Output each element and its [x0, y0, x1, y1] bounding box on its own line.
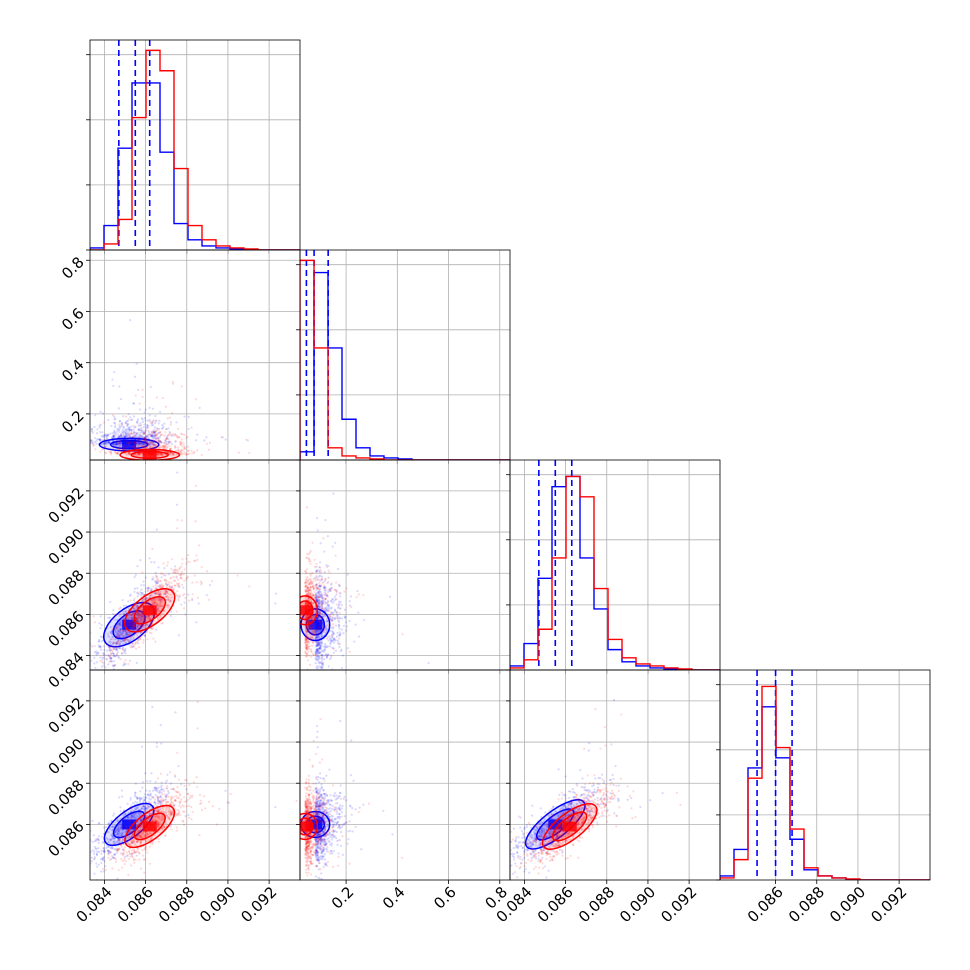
x-tick-label: 0.088 [155, 883, 198, 926]
scatter-series-0 [314, 720, 394, 880]
panel-1-0: 0.2 0.4 0.6 0.8 [58, 249, 301, 464]
density-peak [300, 605, 313, 616]
axes-frame [89, 249, 301, 461]
axes-frame [299, 669, 511, 881]
y-tick-label: 0.8 [58, 253, 88, 283]
density-peak [142, 449, 157, 460]
density-peak [122, 619, 137, 630]
x-tick-label: 0.092 [657, 883, 700, 926]
density-peak [548, 819, 563, 830]
density-peak [300, 821, 313, 832]
panel-2-2 [506, 459, 721, 674]
scatter-series-1 [90, 484, 251, 670]
x-tick-label: 0.086 [114, 883, 157, 926]
y-tick-label: 0.090 [45, 735, 88, 778]
density-peak [562, 821, 577, 832]
axes-frame [299, 249, 511, 461]
y-tick-label: 0.092 [45, 484, 88, 527]
x-tick-label: 0.090 [616, 883, 659, 926]
y-tick-label: 0.086 [45, 607, 88, 650]
x-tick-label: 0.086 [744, 883, 787, 926]
axes-frame [509, 459, 721, 671]
y-tick-label: 0.090 [45, 525, 88, 568]
histogram-series-0 [510, 475, 720, 670]
x-tick-label: 0.092 [867, 883, 910, 926]
histogram-series-1 [720, 685, 930, 880]
density-peak [308, 819, 323, 830]
scatter-series-0 [314, 492, 430, 670]
x-tick-label: 0.2 [328, 883, 358, 913]
histogram-series-0 [720, 706, 930, 880]
panel-1-1 [296, 249, 511, 464]
y-tick-label: 0.088 [45, 566, 88, 609]
x-tick-label: 0.088 [575, 883, 618, 926]
panel-2-1 [296, 459, 511, 674]
y-tick-label: 0.084 [45, 649, 88, 692]
histogram-series-1 [300, 259, 510, 460]
density-peak [122, 819, 137, 830]
x-tick-label: 0.084 [73, 883, 116, 926]
x-tick-label: 0.6 [430, 883, 460, 913]
histogram-series-1 [510, 475, 720, 670]
y-tick-label: 0.6 [58, 304, 88, 334]
x-tick-label: 0.092 [237, 883, 280, 926]
panel-3-1: 0.2 0.4 0.6 0.8 [296, 669, 511, 913]
scatter-series-0 [90, 319, 249, 446]
y-tick-label: 0.086 [45, 817, 88, 860]
x-tick-label: 0.090 [196, 883, 239, 926]
panel-3-0: 0.0860.0880.0900.0920.0840.0860.0880.090… [45, 669, 301, 926]
x-tick-label: 0.086 [534, 883, 577, 926]
y-tick-label: 0.2 [58, 407, 88, 437]
density-peak [308, 619, 323, 630]
density-peak [122, 439, 137, 450]
histogram-series-1 [90, 49, 300, 250]
y-tick-label: 0.4 [58, 356, 88, 386]
y-tick-label: 0.092 [45, 694, 88, 737]
scatter-series-1 [304, 506, 404, 670]
y-tick-label: 0.088 [45, 776, 88, 819]
density-peak [142, 821, 157, 832]
density-peak [142, 605, 157, 616]
x-tick-label: 0.090 [826, 883, 869, 926]
scatter-series-1 [511, 707, 682, 880]
axes-frame [89, 39, 301, 251]
panel-0-0 [86, 39, 301, 254]
scatter-series-1 [93, 700, 298, 880]
histogram-series-0 [300, 271, 510, 460]
axes-frame [719, 669, 931, 881]
x-tick-label: 0.088 [785, 883, 828, 926]
x-tick-label: 0.4 [379, 883, 409, 913]
axes-frame [89, 669, 301, 881]
